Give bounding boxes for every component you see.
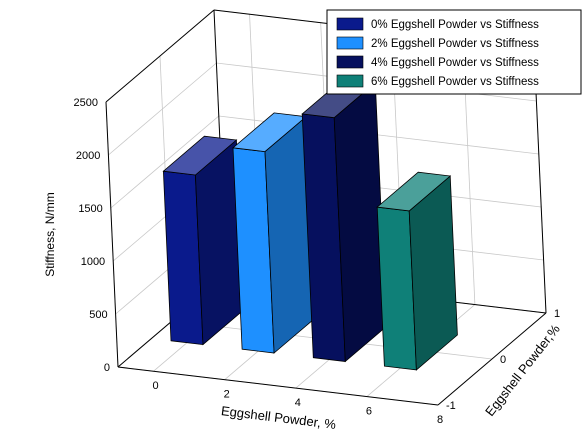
- axis-edge-0: [117, 366, 439, 406]
- depth-tick-label-0: -1: [446, 400, 456, 412]
- x-tick-label-4: 8: [437, 414, 443, 426]
- legend-swatch-1: [336, 36, 364, 50]
- legend-swatch-0: [336, 17, 364, 31]
- z-tick-label-4: 2000: [76, 150, 100, 162]
- z-tick-label-3: 1500: [78, 203, 102, 215]
- x-tick-label-2: 4: [295, 397, 301, 409]
- legend-swatch-2: [336, 55, 364, 69]
- legend-swatch-3: [336, 74, 364, 88]
- z-tick-label-2: 1000: [81, 256, 105, 268]
- axis-edge-4: [105, 101, 119, 368]
- depth-tick-label-1: 0: [500, 354, 506, 366]
- bar-0-top-face: [162, 135, 238, 176]
- x-tick-label-0: 0: [152, 380, 158, 392]
- legend-box: [326, 9, 582, 95]
- x-tick-label-1: 2: [224, 389, 230, 401]
- x-tick-label-3: 6: [366, 406, 372, 418]
- y-axis-title: Stiffness, N/mm: [43, 192, 57, 276]
- axis-edge-7: [105, 9, 215, 103]
- depth-tick-label-2: 1: [554, 308, 560, 320]
- axis-edge-1: [437, 312, 547, 406]
- z-tick-label-5: 2500: [74, 97, 98, 109]
- depth-axis-title: Eggshell Powder,%: [482, 321, 563, 419]
- legend-label-1: 2% Eggshell Powder vs Stiffness: [371, 38, 539, 50]
- x-axis-title: Eggshell Powder, %: [220, 403, 337, 432]
- bar-layer: [162, 78, 458, 371]
- bar-3: [376, 171, 458, 371]
- bar-2: [301, 78, 387, 363]
- bar-1: [232, 112, 316, 354]
- legend-label-0: 0% Eggshell Powder vs Stiffness: [371, 19, 539, 31]
- bar-3-top-face: [376, 171, 452, 212]
- z-tick-label-1: 500: [89, 309, 107, 321]
- z-tick-label-0: 0: [104, 362, 110, 374]
- legend-label-3: 6% Eggshell Powder vs Stiffness: [371, 76, 539, 88]
- legend: 0% Eggshell Powder vs Stiffness 2% Eggshe…: [326, 9, 582, 95]
- legend-label-2: 4% Eggshell Powder vs Stiffness: [371, 57, 539, 69]
- bar-0: [162, 135, 245, 346]
